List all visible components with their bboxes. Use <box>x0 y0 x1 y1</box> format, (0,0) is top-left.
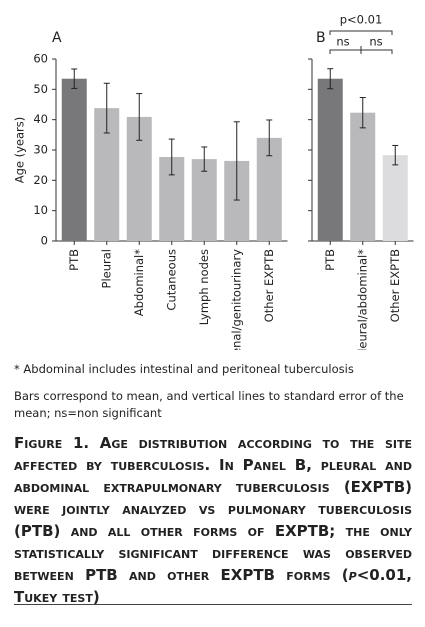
y-tick-label: 40 <box>33 112 48 126</box>
y-tick-label: 50 <box>33 82 48 96</box>
x-tick-label: PTB <box>323 249 337 271</box>
bar <box>317 78 343 241</box>
rule <box>14 604 412 605</box>
bar <box>191 159 217 241</box>
y-axis-label: Age (years) <box>13 117 27 184</box>
x-tick-label: Pleural/abdominal* <box>355 249 369 350</box>
y-tick-label: 20 <box>33 173 48 187</box>
caption-text: <0.01, Tukey test) <box>14 566 412 606</box>
y-tick-label: 30 <box>33 143 48 157</box>
footnote: * Abdominal includes intestinal and peri… <box>14 362 354 376</box>
y-tick-label: 60 <box>33 52 48 66</box>
y-tick-label: 10 <box>33 203 48 217</box>
x-tick-label: Lymph nodes <box>197 249 211 325</box>
legend-note: Bars correspond to mean, and vertical li… <box>14 389 404 420</box>
panel-label: B <box>316 30 326 46</box>
x-tick-label: Renal/genitourinary <box>229 249 243 350</box>
caption-text: Figure 1. Age distribution according to … <box>14 434 412 584</box>
significance-brackets <box>329 30 393 54</box>
bar <box>382 155 408 241</box>
bracket <box>329 30 393 35</box>
chart: A 0 10 20 30 40 50 60 Age (years) PTB Pleural Abdom… <box>13 13 414 350</box>
x-tick-label: PTB <box>67 249 81 271</box>
x-tick-label: Abdominal* <box>132 249 146 316</box>
annotation: ns <box>336 35 349 49</box>
y-tick-label: 0 <box>41 234 48 248</box>
x-tick-label: Pleural <box>99 249 113 288</box>
bar <box>61 78 87 241</box>
caption: Figure 1. Age distribution according to … <box>14 432 412 608</box>
bracket <box>329 46 393 54</box>
x-tick-label: Other EXPTB <box>388 249 402 322</box>
caption-italic: p <box>348 566 357 584</box>
annotation: p<0.01 <box>340 13 383 27</box>
panel-label: A <box>52 30 62 46</box>
annotation: ns <box>369 35 382 49</box>
bar <box>350 112 376 241</box>
x-tick-label: Cutaneous <box>164 249 178 311</box>
x-tick-label: Other EXPTB <box>262 249 276 322</box>
